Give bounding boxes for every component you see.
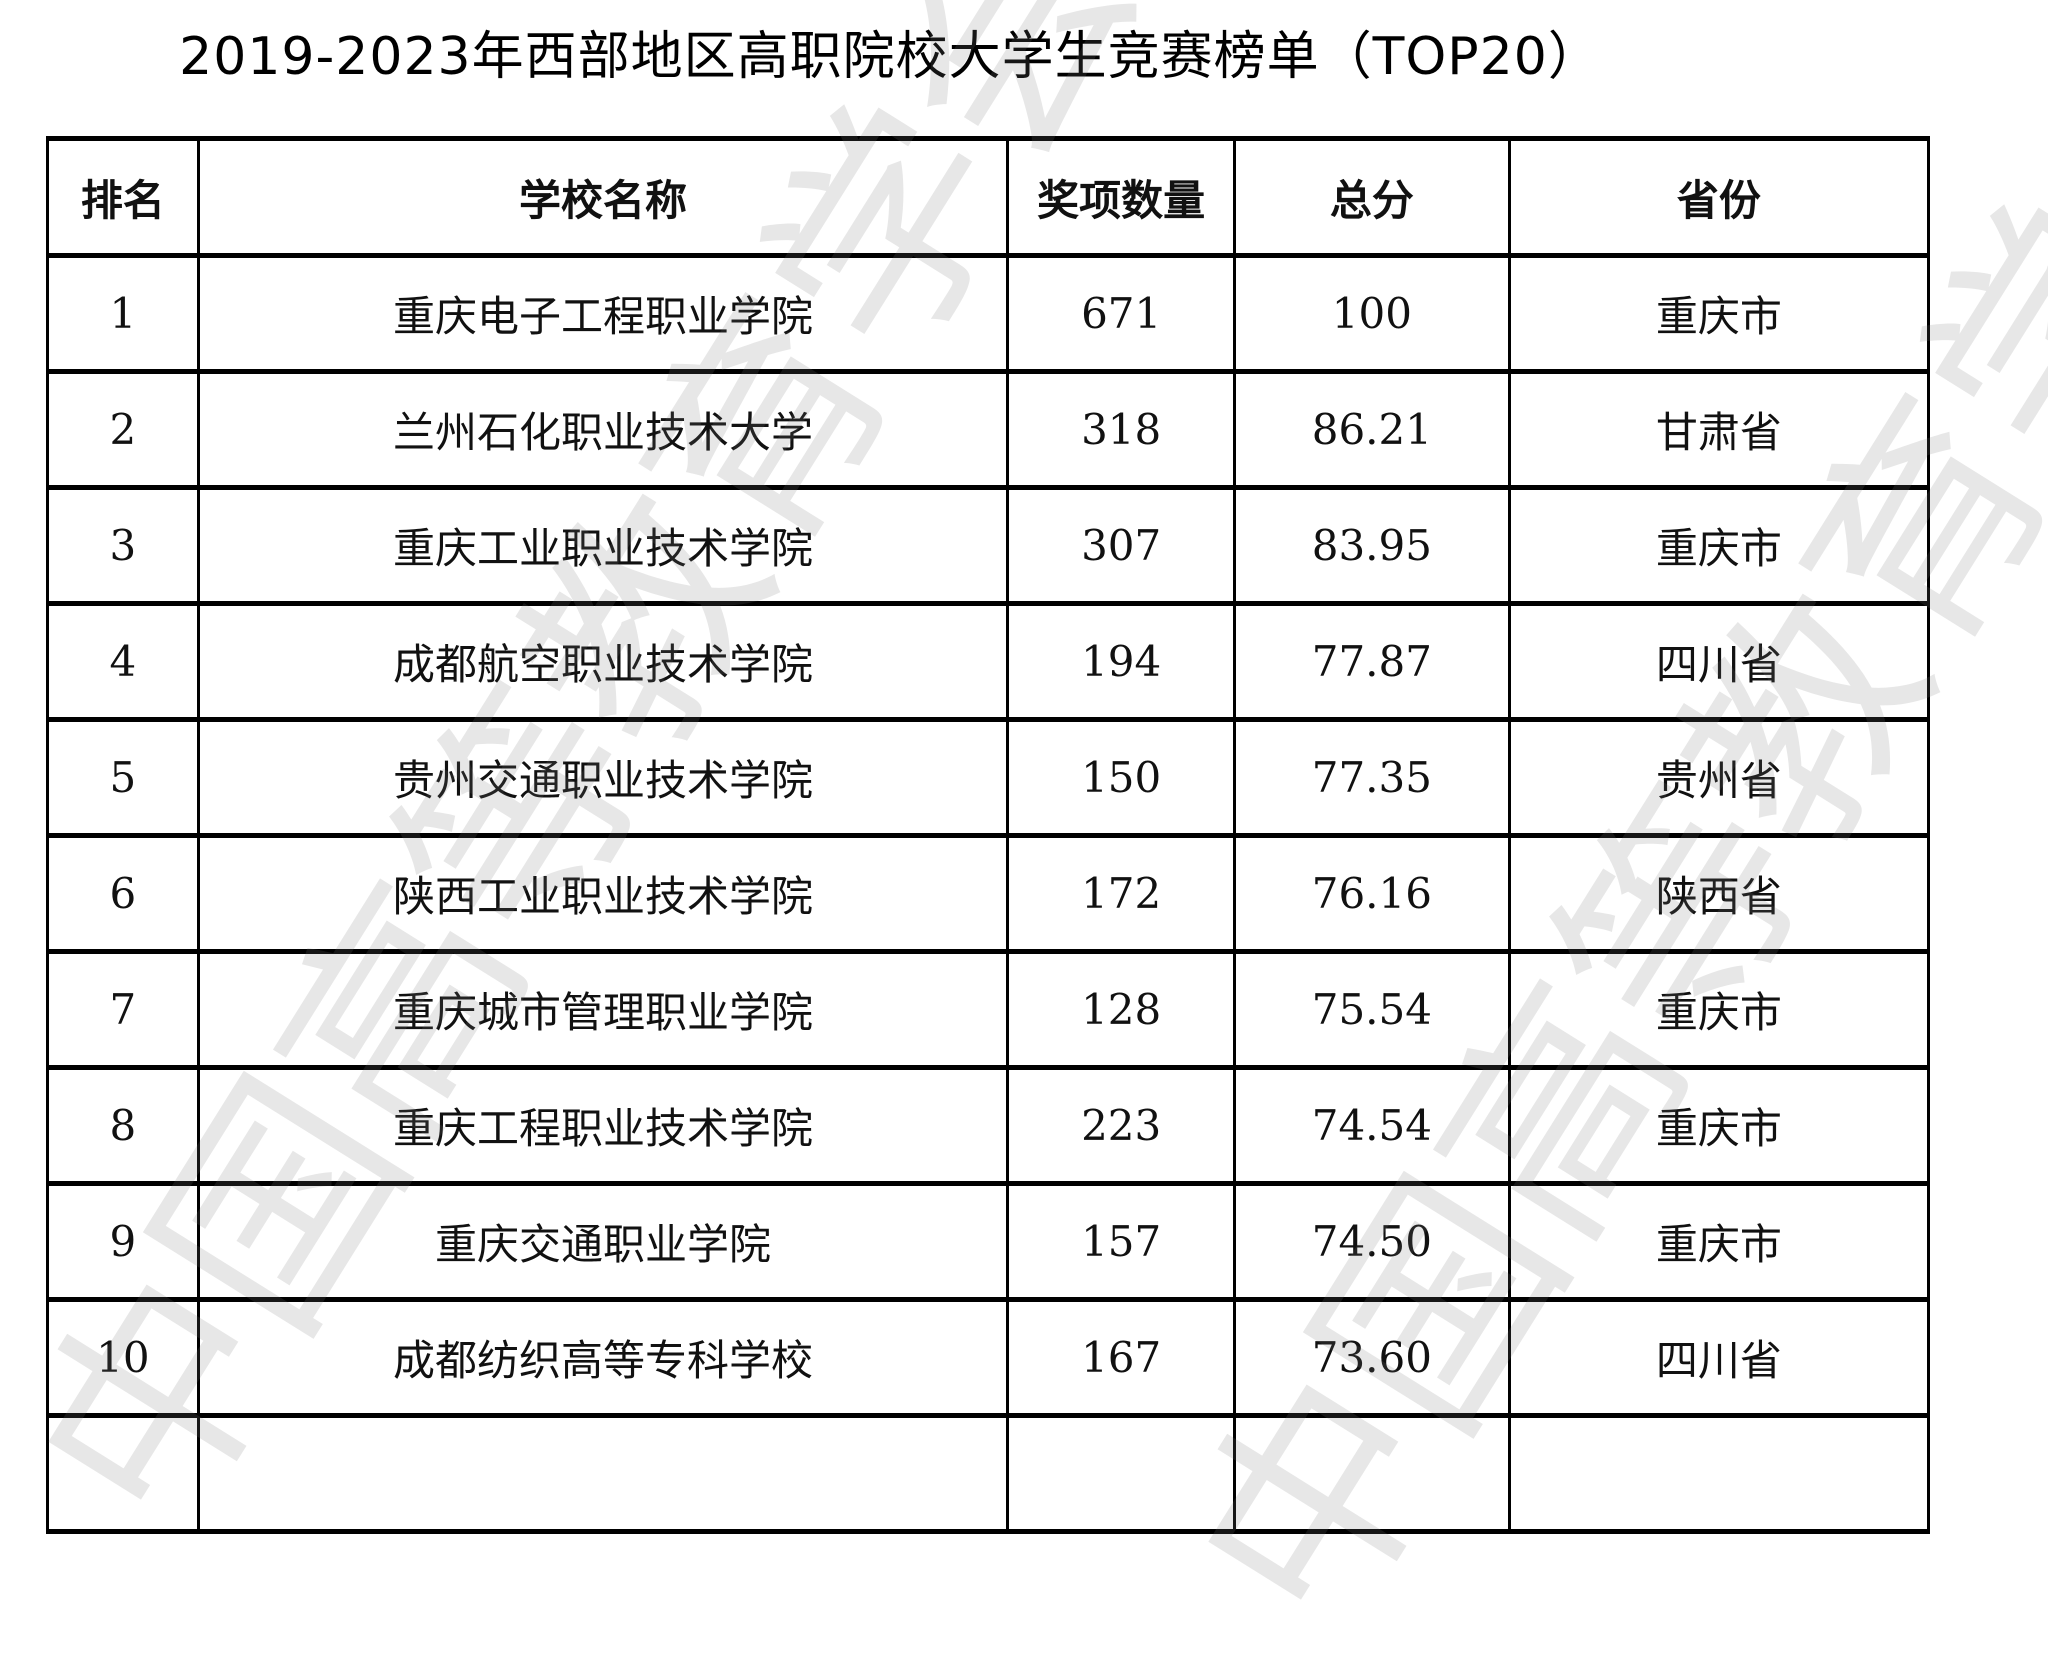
- cell-province: 四川省: [1507, 1297, 1931, 1418]
- cell-score: 74.50: [1233, 1181, 1511, 1302]
- cell-province: 重庆市: [1507, 949, 1931, 1070]
- cell-rank: 6: [46, 833, 200, 954]
- table-row: 8 重庆工程职业技术学院 223 74.54 重庆市: [46, 1065, 1931, 1186]
- cell-province: 陕西省: [1507, 833, 1931, 954]
- cell-school: 重庆工程职业技术学院: [196, 1065, 1010, 1186]
- cell-awards: 172: [1006, 833, 1236, 954]
- cell-school: 贵州交通职业技术学院: [196, 717, 1010, 838]
- cell-empty: [1233, 1413, 1511, 1534]
- cell-awards: 157: [1006, 1181, 1236, 1302]
- cell-school: 兰州石化职业技术大学: [196, 369, 1010, 490]
- cell-score: 75.54: [1233, 949, 1511, 1070]
- table-header-row: 排名 学校名称 奖项数量 总分 省份: [46, 136, 1931, 258]
- cell-rank: 10: [46, 1297, 200, 1418]
- cell-province: 四川省: [1507, 601, 1931, 722]
- cell-school: 成都航空职业技术学院: [196, 601, 1010, 722]
- table-row: 7 重庆城市管理职业学院 128 75.54 重庆市: [46, 949, 1931, 1070]
- cell-awards: 150: [1006, 717, 1236, 838]
- cell-score: 76.16: [1233, 833, 1511, 954]
- cell-score: 83.95: [1233, 485, 1511, 606]
- cell-awards: 128: [1006, 949, 1236, 1070]
- cell-awards: 307: [1006, 485, 1236, 606]
- page-title: 2019-2023年西部地区高职院校大学生竞赛榜单（TOP20）: [179, 27, 1601, 87]
- cell-province: 重庆市: [1507, 253, 1931, 374]
- cell-province: 贵州省: [1507, 717, 1931, 838]
- cell-school: 重庆交通职业学院: [196, 1181, 1010, 1302]
- cell-rank: 7: [46, 949, 200, 1070]
- cell-rank: 8: [46, 1065, 200, 1186]
- cell-rank: 1: [46, 253, 200, 374]
- cell-school: 成都纺织高等专科学校: [196, 1297, 1010, 1418]
- cell-rank: 4: [46, 601, 200, 722]
- header-score: 总分: [1233, 136, 1511, 258]
- table-row: 1 重庆电子工程职业学院 671 100 重庆市: [46, 253, 1931, 374]
- table-row: 2 兰州石化职业技术大学 318 86.21 甘肃省: [46, 369, 1931, 490]
- ranking-table: 排名 学校名称 奖项数量 总分 省份 1 重庆电子工程职业学院 671 100 重庆市 2…: [46, 136, 1931, 1534]
- cell-awards: 194: [1006, 601, 1236, 722]
- cell-empty: [1507, 1413, 1931, 1534]
- cell-school: 陕西工业职业技术学院: [196, 833, 1010, 954]
- header-school: 学校名称: [196, 136, 1010, 258]
- table-row: 5 贵州交通职业技术学院 150 77.35 贵州省: [46, 717, 1931, 838]
- cell-awards: 223: [1006, 1065, 1236, 1186]
- cell-school: 重庆城市管理职业学院: [196, 949, 1010, 1070]
- cell-school: 重庆电子工程职业学院: [196, 253, 1010, 374]
- cell-score: 100: [1233, 253, 1511, 374]
- cell-awards: 318: [1006, 369, 1236, 490]
- cell-awards: 671: [1006, 253, 1236, 374]
- cell-province: 重庆市: [1507, 1181, 1931, 1302]
- cell-school: 重庆工业职业技术学院: [196, 485, 1010, 606]
- table-row: 9 重庆交通职业学院 157 74.50 重庆市: [46, 1181, 1931, 1302]
- table-row: 6 陕西工业职业技术学院 172 76.16 陕西省: [46, 833, 1931, 954]
- cell-rank: 2: [46, 369, 200, 490]
- cell-score: 77.87: [1233, 601, 1511, 722]
- header-province: 省份: [1507, 136, 1931, 258]
- cell-empty: [46, 1413, 200, 1534]
- cell-rank: 9: [46, 1181, 200, 1302]
- cell-rank: 3: [46, 485, 200, 606]
- cell-empty: [1006, 1413, 1236, 1534]
- table-row-partial: [46, 1413, 1931, 1534]
- cell-score: 86.21: [1233, 369, 1511, 490]
- cell-score: 74.54: [1233, 1065, 1511, 1186]
- cell-rank: 5: [46, 717, 200, 838]
- cell-province: 重庆市: [1507, 1065, 1931, 1186]
- header-rank: 排名: [46, 136, 200, 258]
- cell-awards: 167: [1006, 1297, 1236, 1418]
- table-row: 3 重庆工业职业技术学院 307 83.95 重庆市: [46, 485, 1931, 606]
- table-row: 10 成都纺织高等专科学校 167 73.60 四川省: [46, 1297, 1931, 1418]
- header-awards: 奖项数量: [1006, 136, 1236, 258]
- cell-score: 73.60: [1233, 1297, 1511, 1418]
- cell-province: 重庆市: [1507, 485, 1931, 606]
- cell-province: 甘肃省: [1507, 369, 1931, 490]
- cell-empty: [196, 1413, 1010, 1534]
- table-row: 4 成都航空职业技术学院 194 77.87 四川省: [46, 601, 1931, 722]
- cell-score: 77.35: [1233, 717, 1511, 838]
